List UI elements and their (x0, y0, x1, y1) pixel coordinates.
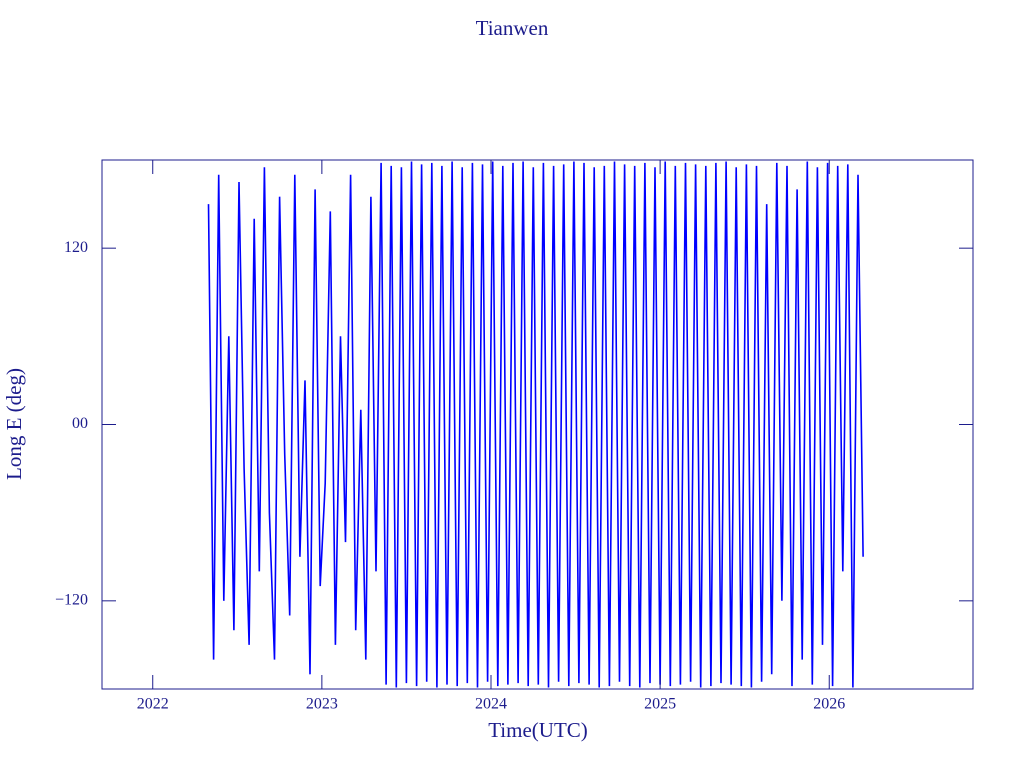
chart-title: Tianwen (476, 16, 549, 40)
x-tick-label: 2024 (475, 696, 507, 713)
x-tick-label: 2023 (306, 696, 338, 713)
x-tick-label: 2025 (644, 696, 676, 713)
x-tick-label: 2022 (137, 696, 169, 713)
y-tick-label: 120 (64, 239, 88, 256)
x-tick-label: 2026 (813, 696, 845, 713)
x-axis-label: Time(UTC) (488, 718, 588, 742)
data-line (207, 161, 864, 688)
y-axis-label: Long E (deg) (2, 368, 26, 480)
y-tick-label: 00 (72, 415, 88, 432)
y-tick-label: −120 (55, 592, 88, 609)
